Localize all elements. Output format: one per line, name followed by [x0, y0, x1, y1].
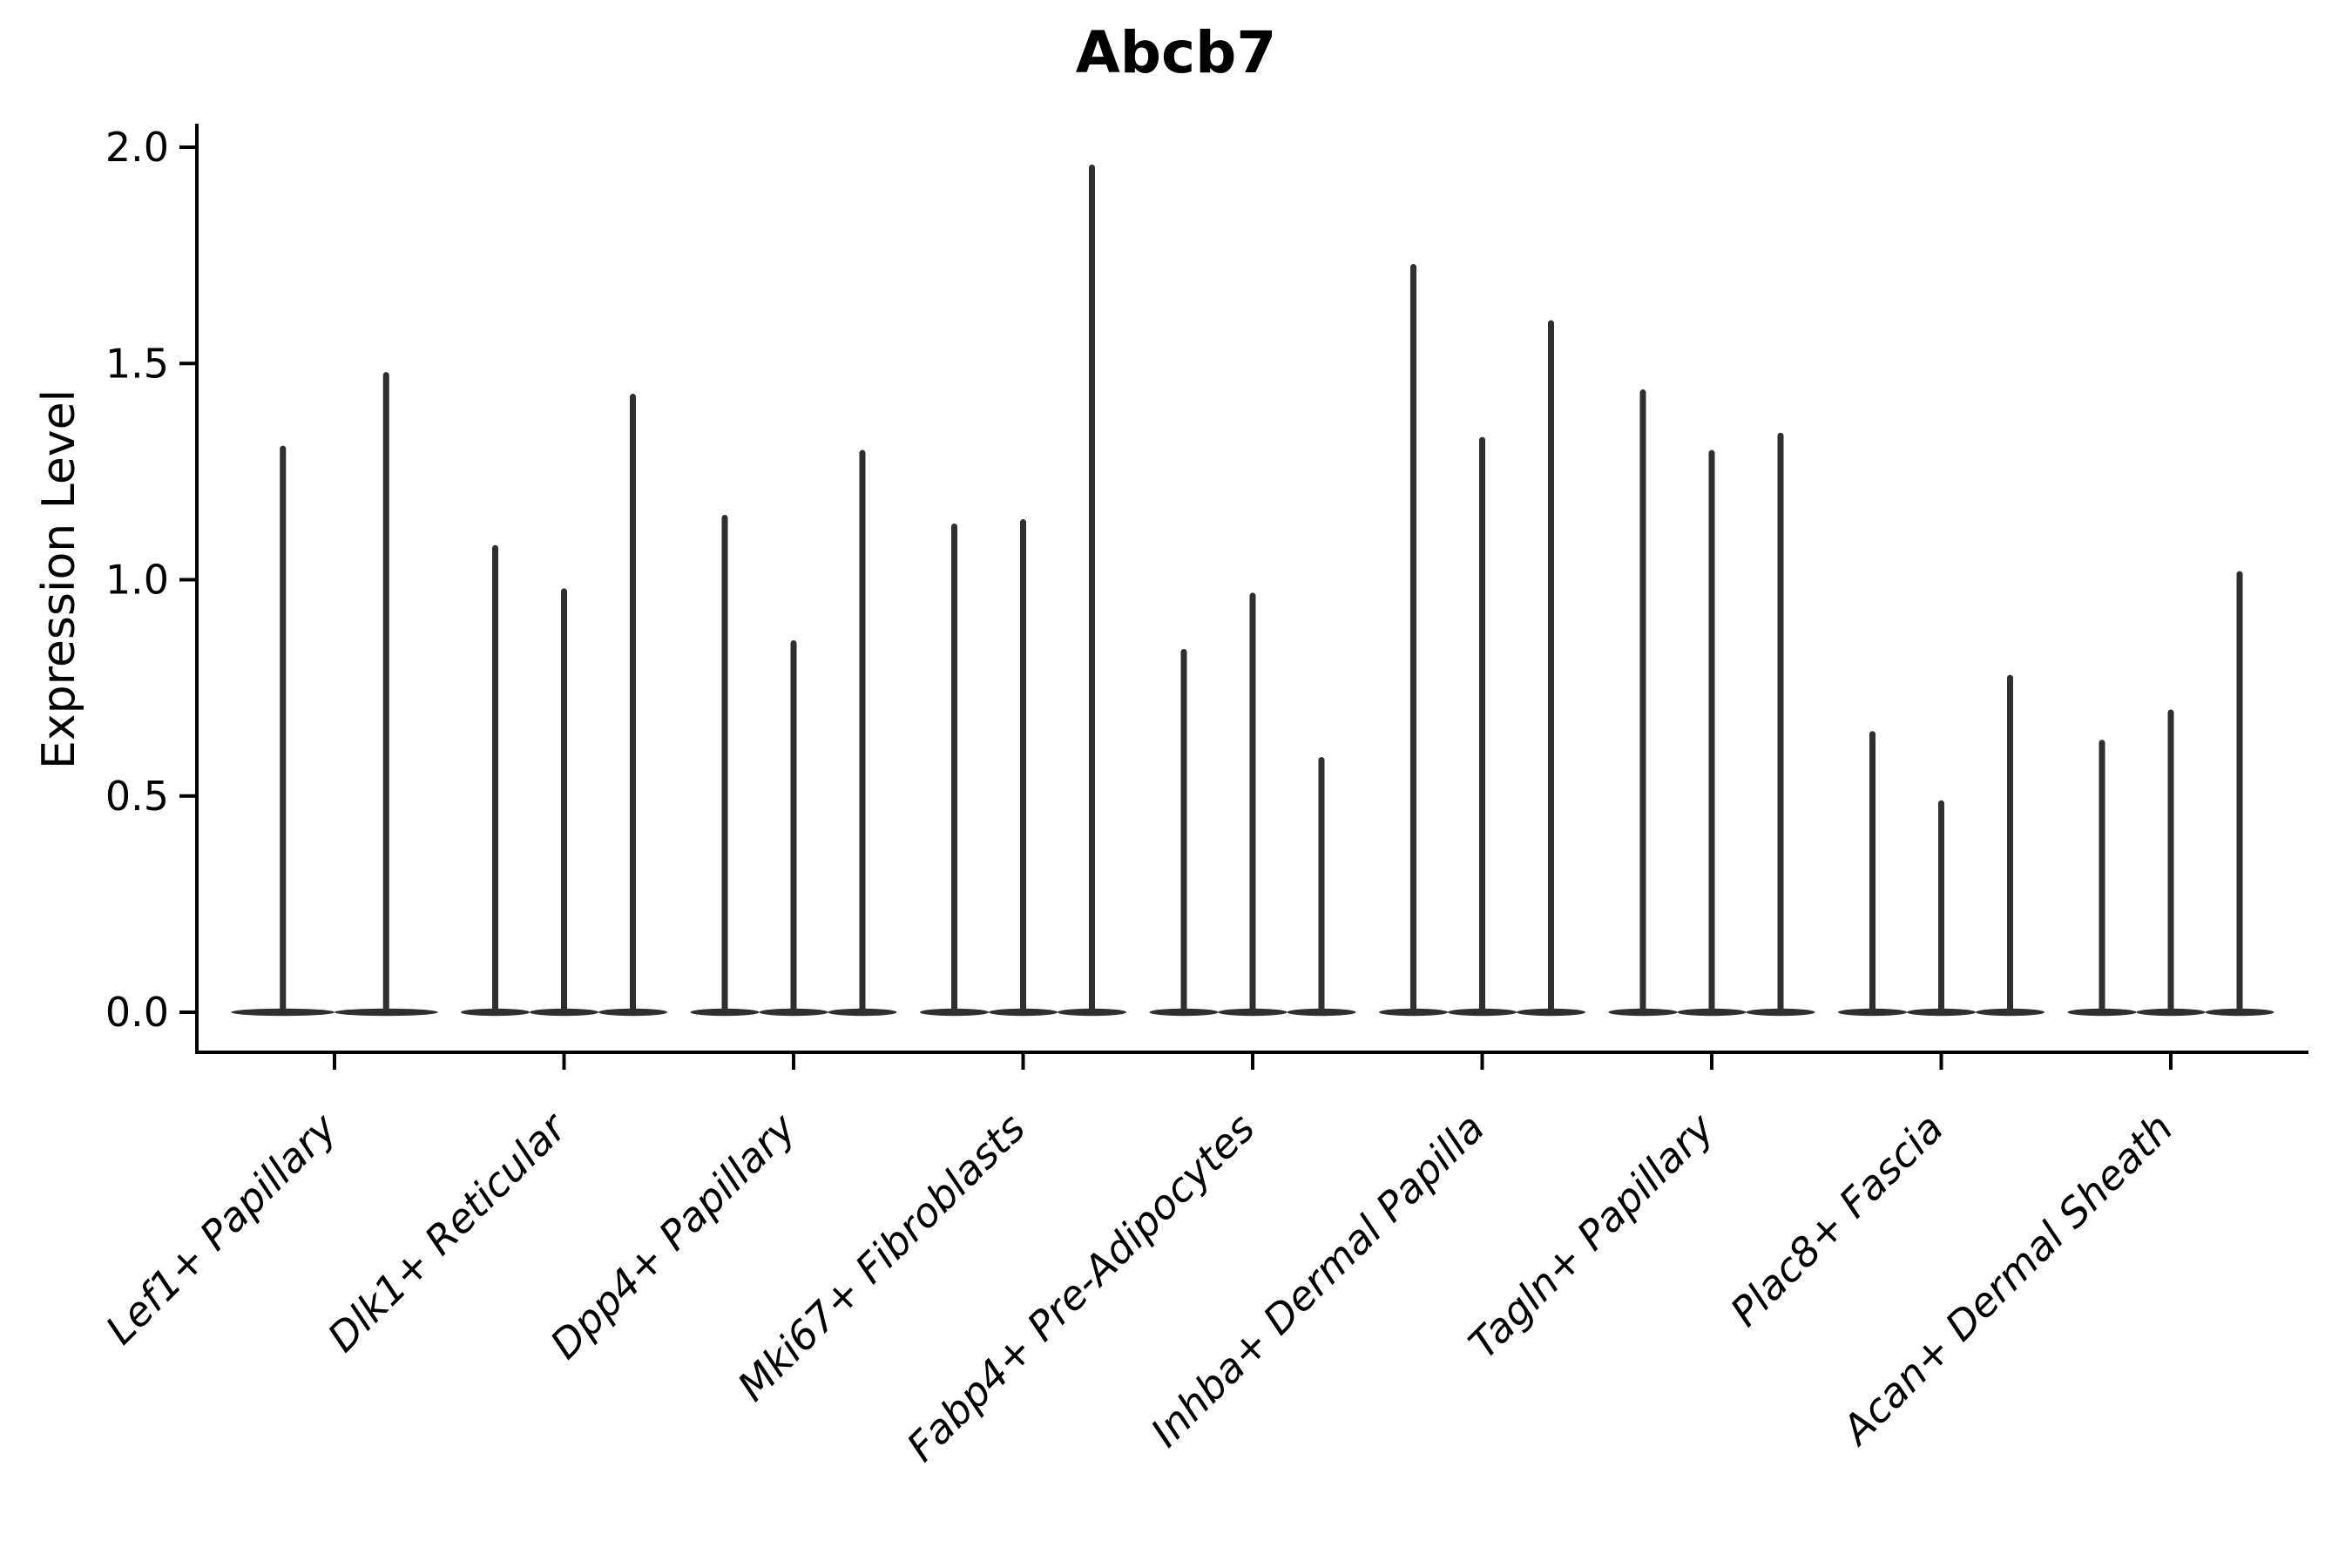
violin-spike [1479, 436, 1485, 1016]
violin-spike [630, 394, 636, 1016]
x-tick [792, 1052, 795, 1070]
x-tick [1710, 1052, 1713, 1070]
x-tick-label: Dpp4+ Papillary [541, 1104, 805, 1368]
violin-spike [382, 372, 389, 1016]
y-tick [179, 145, 197, 149]
violin-spike [1318, 757, 1325, 1016]
x-tick-label: Dlk1+ Reticular [319, 1102, 578, 1361]
x-tick [562, 1052, 566, 1070]
violin-spike [2099, 740, 2105, 1016]
violin-spike [280, 445, 287, 1017]
violin-spike [561, 588, 567, 1016]
y-tick-label: 1.5 [105, 340, 169, 387]
violin-spike [1708, 449, 1715, 1016]
violin-spike [1639, 389, 1646, 1016]
violin-spike [951, 523, 957, 1016]
y-tick-label: 0.0 [105, 989, 169, 1036]
y-tick [179, 578, 197, 582]
violin-spike [2007, 674, 2013, 1016]
x-tick [1939, 1052, 1943, 1070]
x-tick [2169, 1052, 2173, 1070]
violin-spike [1938, 800, 1944, 1016]
x-tick-label: Tagln+ Papillary [1459, 1104, 1723, 1368]
y-axis-label: Expression Level [33, 389, 85, 770]
violin-spike [1089, 164, 1095, 1017]
y-tick-label: 0.5 [105, 773, 169, 820]
violin-spike [1777, 432, 1784, 1016]
y-tick [179, 794, 197, 798]
y-tick-label: 1.0 [105, 557, 169, 604]
y-tick [179, 362, 197, 366]
violin-spike [1548, 320, 1554, 1017]
violin-spike [721, 515, 728, 1016]
x-tick [333, 1052, 336, 1070]
x-tick-label: Lef1+ Papillary [97, 1104, 346, 1353]
x-tick-label: Plac8+ Fascia [1721, 1105, 1952, 1335]
y-axis-spine [195, 124, 199, 1054]
violin-spike [1410, 264, 1416, 1016]
violin-spike [1249, 592, 1256, 1016]
x-tick [1480, 1052, 1484, 1070]
chart-title: Abcb7 [1075, 19, 1277, 86]
violin-spike [1020, 518, 1026, 1016]
x-tick [1021, 1052, 1025, 1070]
violin-spike [2236, 571, 2243, 1016]
x-tick [1251, 1052, 1254, 1070]
violin-spike [790, 640, 797, 1016]
violin-spike [859, 449, 866, 1016]
violin-spike [492, 544, 498, 1016]
violin-spike [2167, 709, 2174, 1016]
y-tick-label: 2.0 [105, 124, 169, 171]
y-tick [179, 1010, 197, 1014]
violin-spike [1869, 731, 1876, 1016]
violin-spike [1180, 648, 1187, 1016]
